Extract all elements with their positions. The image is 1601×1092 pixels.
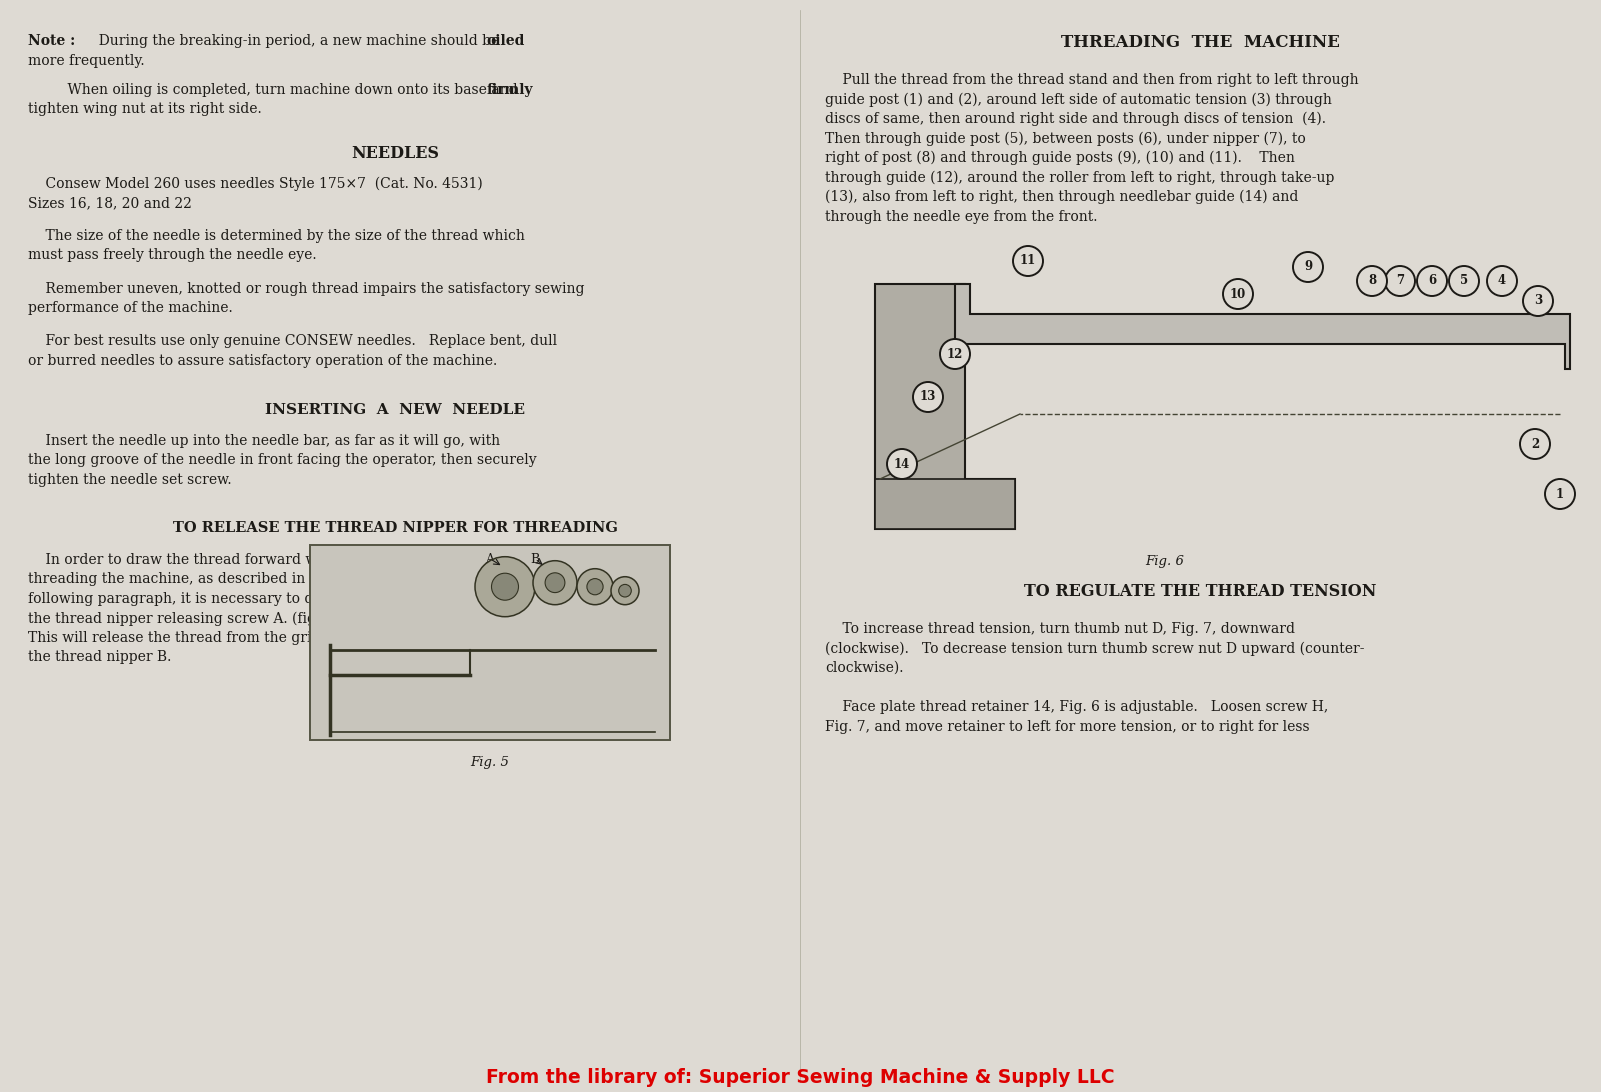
Circle shape xyxy=(1013,246,1042,276)
Text: THREADING  THE  MACHINE: THREADING THE MACHINE xyxy=(1060,34,1340,51)
Text: oiled: oiled xyxy=(487,34,525,48)
Text: Then through guide post (5), between posts (6), under nipper (7), to: Then through guide post (5), between pos… xyxy=(825,131,1306,146)
Text: The size of the needle is determined by the size of the thread which: The size of the needle is determined by … xyxy=(27,229,525,244)
Text: When oiling is completed, turn machine down onto its base and: When oiling is completed, turn machine d… xyxy=(50,83,522,97)
Circle shape xyxy=(1385,266,1415,296)
Text: more frequently.: more frequently. xyxy=(27,54,144,68)
Text: 9: 9 xyxy=(1303,261,1313,273)
Circle shape xyxy=(1519,429,1550,459)
Text: NEEDLES: NEEDLES xyxy=(351,145,439,162)
Circle shape xyxy=(1417,266,1447,296)
Text: B: B xyxy=(530,553,540,566)
Text: performance of the machine.: performance of the machine. xyxy=(27,301,232,316)
Circle shape xyxy=(1223,278,1254,309)
Text: 12: 12 xyxy=(946,347,964,360)
Text: 7: 7 xyxy=(1396,274,1404,287)
Text: right of post (8) and through guide posts (9), (10) and (11).    Then: right of post (8) and through guide post… xyxy=(825,151,1295,165)
Text: Insert the needle up into the needle bar, as far as it will go, with: Insert the needle up into the needle bar… xyxy=(27,434,500,448)
Text: 6: 6 xyxy=(1428,274,1436,287)
Text: 5: 5 xyxy=(1460,274,1468,287)
Text: or burred needles to assure satisfactory operation of the machine.: or burred needles to assure satisfactory… xyxy=(27,354,498,368)
Polygon shape xyxy=(956,284,1571,369)
Text: must pass freely through the needle eye.: must pass freely through the needle eye. xyxy=(27,249,317,262)
Text: the thread nipper B.: the thread nipper B. xyxy=(27,650,171,664)
Text: (clockwise).   To decrease tension turn thumb screw nut D upward (counter-: (clockwise). To decrease tension turn th… xyxy=(825,641,1364,656)
Text: Face plate thread retainer 14, Fig. 6 is adjustable.   Loosen screw H,: Face plate thread retainer 14, Fig. 6 is… xyxy=(825,700,1329,714)
Text: Consew Model 260 uses needles Style 175×7  (Cat. No. 4531): Consew Model 260 uses needles Style 175×… xyxy=(27,176,484,191)
Text: 10: 10 xyxy=(1230,287,1246,300)
Text: Pull the thread from the thread stand and then from right to left through: Pull the thread from the thread stand an… xyxy=(825,73,1359,87)
Text: following paragraph, it is necessary to depress: following paragraph, it is necessary to … xyxy=(27,592,360,606)
Text: INSERTING  A  NEW  NEEDLE: INSERTING A NEW NEEDLE xyxy=(266,403,525,416)
Text: (13), also from left to right, then through needlebar guide (14) and: (13), also from left to right, then thro… xyxy=(825,190,1298,204)
Text: through the needle eye from the front.: through the needle eye from the front. xyxy=(825,210,1098,224)
Circle shape xyxy=(1487,266,1518,296)
Text: TO REGULATE THE THREAD TENSION: TO REGULATE THE THREAD TENSION xyxy=(1023,583,1377,600)
Circle shape xyxy=(1294,252,1322,282)
Circle shape xyxy=(544,573,565,593)
Circle shape xyxy=(913,382,943,412)
Circle shape xyxy=(1523,286,1553,316)
Text: 11: 11 xyxy=(1020,254,1036,268)
Circle shape xyxy=(612,577,639,605)
Text: TO RELEASE THE THREAD NIPPER FOR THREADING: TO RELEASE THE THREAD NIPPER FOR THREADI… xyxy=(173,522,618,535)
Text: For best results use only genuine CONSEW needles.   Replace bent, dull: For best results use only genuine CONSEW… xyxy=(27,334,557,348)
Text: tighten wing nut at its right side.: tighten wing nut at its right side. xyxy=(27,103,261,116)
Text: clockwise).: clockwise). xyxy=(825,661,903,675)
Text: firmly: firmly xyxy=(487,83,533,97)
Text: guide post (1) and (2), around left side of automatic tension (3) through: guide post (1) and (2), around left side… xyxy=(825,93,1332,107)
Text: 14: 14 xyxy=(893,458,909,471)
FancyBboxPatch shape xyxy=(311,545,669,739)
Circle shape xyxy=(576,569,613,605)
Text: 8: 8 xyxy=(1367,274,1377,287)
Text: Fig. 5: Fig. 5 xyxy=(471,756,509,769)
Text: through guide (12), around the roller from left to right, through take-up: through guide (12), around the roller fr… xyxy=(825,170,1334,185)
Circle shape xyxy=(492,573,519,601)
Polygon shape xyxy=(876,479,1015,529)
Circle shape xyxy=(1449,266,1479,296)
Text: 1: 1 xyxy=(1556,487,1564,500)
Text: 3: 3 xyxy=(1534,295,1542,308)
Text: 2: 2 xyxy=(1531,438,1539,451)
Text: During the breaking-in period, a new machine should be: During the breaking-in period, a new mac… xyxy=(90,34,504,48)
Text: Fig. 6: Fig. 6 xyxy=(1146,555,1185,568)
Text: A: A xyxy=(485,553,495,566)
Circle shape xyxy=(940,339,970,369)
Text: 13: 13 xyxy=(921,391,937,404)
Circle shape xyxy=(475,557,535,617)
Circle shape xyxy=(1545,479,1575,509)
Text: threading the machine, as described in the: threading the machine, as described in t… xyxy=(27,572,333,586)
Text: the thread nipper releasing screw A. (fig. 5).: the thread nipper releasing screw A. (fi… xyxy=(27,612,343,626)
Circle shape xyxy=(588,579,604,595)
Circle shape xyxy=(1358,266,1386,296)
Text: 4: 4 xyxy=(1499,274,1507,287)
Text: In order to draw the thread forward while: In order to draw the thread forward whil… xyxy=(27,553,344,567)
Text: From the library of: Superior Sewing Machine & Supply LLC: From the library of: Superior Sewing Mac… xyxy=(485,1068,1114,1087)
Circle shape xyxy=(533,560,576,605)
Text: Remember uneven, knotted or rough thread impairs the satisfactory sewing: Remember uneven, knotted or rough thread… xyxy=(27,282,584,296)
Circle shape xyxy=(618,584,631,597)
Text: Sizes 16, 18, 20 and 22: Sizes 16, 18, 20 and 22 xyxy=(27,195,192,210)
Text: the long groove of the needle in front facing the operator, then securely: the long groove of the needle in front f… xyxy=(27,453,536,467)
Circle shape xyxy=(887,449,917,479)
Text: Note :: Note : xyxy=(27,34,75,48)
Text: To increase thread tension, turn thumb nut D, Fig. 7, downward: To increase thread tension, turn thumb n… xyxy=(825,622,1295,636)
Text: discs of same, then around right side and through discs of tension  (4).: discs of same, then around right side an… xyxy=(825,112,1326,127)
Text: Fig. 7, and move retainer to left for more tension, or to right for less: Fig. 7, and move retainer to left for mo… xyxy=(825,720,1310,734)
Text: This will release the thread from the grip of: This will release the thread from the gr… xyxy=(27,631,338,644)
Polygon shape xyxy=(876,284,1015,529)
Text: tighten the needle set screw.: tighten the needle set screw. xyxy=(27,473,232,487)
